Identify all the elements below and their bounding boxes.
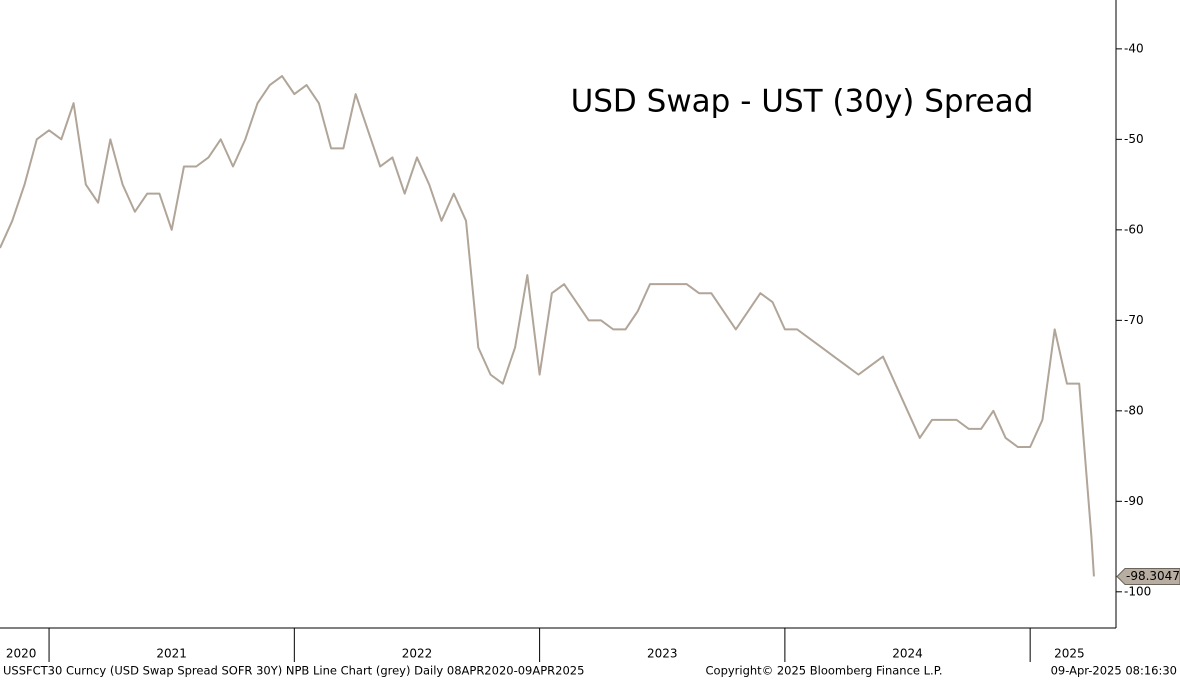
x-tick-label: 2024	[892, 647, 923, 661]
y-tick-label: -50	[1124, 132, 1144, 146]
footer-copyright: Copyright© 2025 Bloomberg Finance L.P.	[706, 664, 943, 678]
series-line	[0, 75, 1095, 577]
x-tick-label: 2021	[156, 647, 187, 661]
footer-source: USSFCT30 Curncy (USD Swap Spread SOFR 30…	[3, 664, 584, 678]
x-tick-label: 2023	[647, 647, 678, 661]
y-tick-label: -40	[1124, 41, 1144, 55]
chart-title: USD Swap - UST (30y) Spread	[571, 84, 1034, 120]
y-tick-label: -80	[1124, 403, 1144, 417]
footer-timestamp: 09-Apr-2025 08:16:30	[1051, 664, 1177, 678]
y-tick-label: -70	[1124, 313, 1144, 327]
y-tick-label: -60	[1124, 222, 1144, 236]
x-tick-label: 2025	[1054, 647, 1085, 661]
x-tick-label: 2022	[402, 647, 433, 661]
x-tick-label: 2020	[6, 647, 37, 661]
y-tick-label: -90	[1124, 494, 1144, 508]
last-value-tag	[1116, 567, 1180, 585]
last-value-label: -98.3047	[1126, 569, 1180, 583]
y-tick-label: -100	[1124, 584, 1151, 598]
